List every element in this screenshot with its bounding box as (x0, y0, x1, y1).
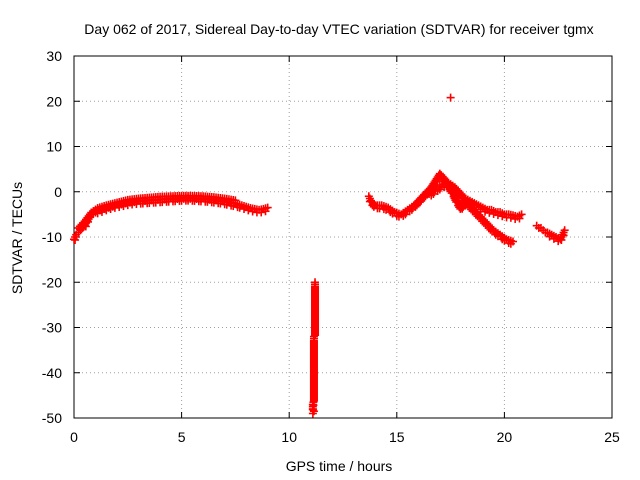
y-tick-label: -30 (42, 320, 62, 336)
y-tick-label: -50 (42, 410, 62, 426)
data-point (517, 210, 526, 219)
data-point (231, 196, 240, 205)
y-axis-label: SDTVAR / TECUs (9, 182, 25, 294)
y-tick-label: 30 (46, 48, 62, 64)
data-point (420, 193, 429, 202)
y-tick-label: 10 (46, 139, 62, 155)
data-point (429, 189, 438, 198)
y-tick-label: -40 (42, 365, 62, 381)
points-layer (70, 93, 569, 418)
data-point (560, 226, 569, 235)
x-axis-label: GPS time / hours (286, 458, 393, 474)
data-point (411, 202, 420, 211)
ticks-layer: 0 5 10 15 20 25 -50 -40 -30 -20 -10 0 10 20 30 (42, 48, 620, 445)
data-point (435, 185, 444, 194)
data-point (84, 215, 93, 224)
grid-layer (74, 56, 612, 418)
chart-title: Day 062 of 2017, Sidereal Day-to-day VTE… (84, 21, 593, 37)
data-point (77, 223, 86, 232)
data-point (263, 203, 272, 212)
y-tick-label: 0 (54, 184, 62, 200)
data-point (91, 208, 100, 217)
data-point (557, 236, 566, 244)
x-tick-label: 0 (70, 429, 78, 445)
y-tick-label: -10 (42, 229, 62, 245)
x-tick-label: 10 (281, 429, 297, 445)
data-point (446, 93, 455, 102)
x-tick-label: 5 (178, 429, 186, 445)
data-point (415, 198, 424, 207)
y-tick-label: 20 (46, 93, 62, 109)
data-point (559, 231, 568, 240)
data-point (515, 214, 524, 223)
data-point (308, 409, 317, 418)
y-tick-label: -20 (42, 274, 62, 290)
data-point (369, 202, 378, 211)
x-tick-label: 25 (604, 429, 620, 445)
data-point (71, 236, 80, 244)
data-point (401, 210, 410, 219)
data-point (458, 204, 467, 213)
x-tick-label: 15 (389, 429, 405, 445)
x-tick-label: 20 (497, 429, 513, 445)
data-point (509, 237, 518, 246)
